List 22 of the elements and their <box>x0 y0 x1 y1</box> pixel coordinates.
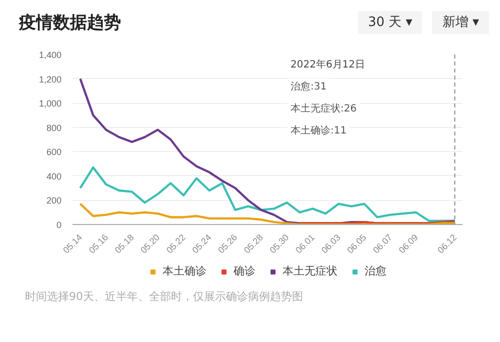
line-series <box>79 166 456 222</box>
annotation: 本土确诊:11 <box>290 124 347 136</box>
y-tick-label: 1,200 <box>38 74 62 84</box>
legend-label: 本土确诊 <box>162 264 206 278</box>
y-tick-label: 600 <box>46 147 62 158</box>
annotation: 2022年6月12日 <box>290 58 366 70</box>
chart-title: 疫情数据趋势 <box>19 12 121 35</box>
line-series <box>79 202 456 224</box>
y-tick-label: 1,000 <box>38 98 62 109</box>
y-tick-label: 0 <box>56 220 62 230</box>
legend-label: 确诊 <box>234 264 256 278</box>
annotation: 本土无症状:26 <box>290 102 357 114</box>
text: 30 天 ▾ <box>358 10 422 34</box>
y-tick-label: 1,400 <box>38 50 62 60</box>
text: 新增 ▾ <box>432 10 489 34</box>
y-tick-label: 200 <box>46 196 62 206</box>
y-tick-label: 800 <box>46 122 62 133</box>
annotation: 治愈:31 <box>290 80 327 92</box>
y-tick-label: 400 <box>46 171 62 182</box>
text: 时间选择90天、近半年、全部时，仅展示确诊病例趋势图 <box>25 289 303 305</box>
legend-label: 本土无症状 <box>282 264 338 278</box>
legend-label: 治愈 <box>364 264 386 278</box>
